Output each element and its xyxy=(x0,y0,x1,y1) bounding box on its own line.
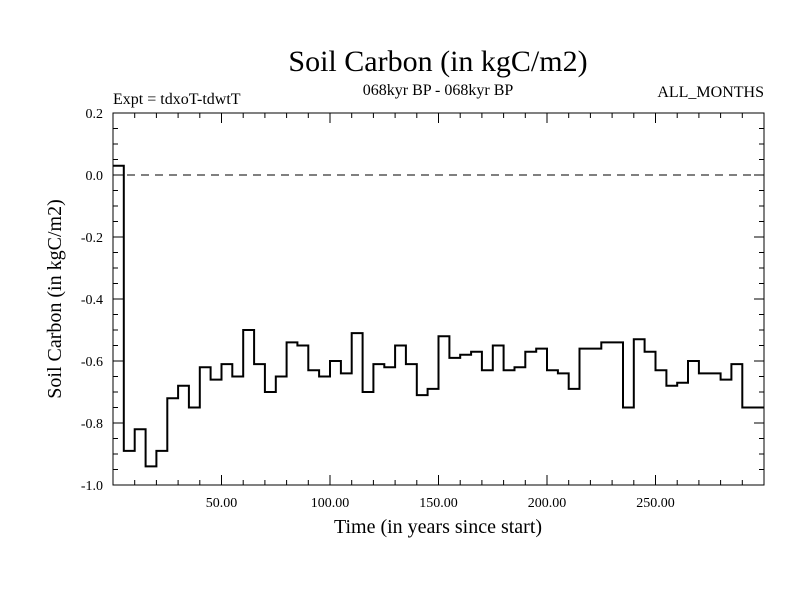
x-axis-label: Time (in years since start) xyxy=(334,516,542,538)
x-axis-ticks xyxy=(134,113,743,485)
y-tick-label: -0.8 xyxy=(81,417,103,432)
subtitle-left: Expt = tdxoT-tdwtT xyxy=(113,91,241,108)
x-tick-labels: 50.00 100.00 150.00 200.00 250.00 xyxy=(206,496,675,511)
y-tick-label: -0.4 xyxy=(81,293,103,308)
chart-title: Soil Carbon (in kgC/m2) xyxy=(288,45,587,78)
y-axis-label: Soil Carbon (in kgC/m2) xyxy=(44,199,66,398)
subtitle-center: 068kyr BP - 068kyr BP xyxy=(363,82,514,99)
x-tick-label: 50.00 xyxy=(206,496,238,511)
x-tick-label: 100.00 xyxy=(311,496,350,511)
y-tick-label: -0.6 xyxy=(81,355,103,370)
series-line xyxy=(113,164,764,468)
subtitle-right: ALL_MONTHS xyxy=(657,84,764,101)
x-tick-label: 250.00 xyxy=(636,496,675,511)
y-tick-label: 0.2 xyxy=(86,107,104,122)
y-tick-label: 0.0 xyxy=(86,169,104,184)
y-tick-labels: -1.0 -0.8 -0.6 -0.4 -0.2 0.0 0.2 xyxy=(81,107,103,494)
y-tick-label: -1.0 xyxy=(81,479,103,494)
y-tick-label: -0.2 xyxy=(81,231,103,246)
x-tick-label: 150.00 xyxy=(419,496,458,511)
y-axis-ticks xyxy=(113,112,764,486)
plot-frame xyxy=(112,112,765,486)
x-tick-label: 200.00 xyxy=(528,496,567,511)
